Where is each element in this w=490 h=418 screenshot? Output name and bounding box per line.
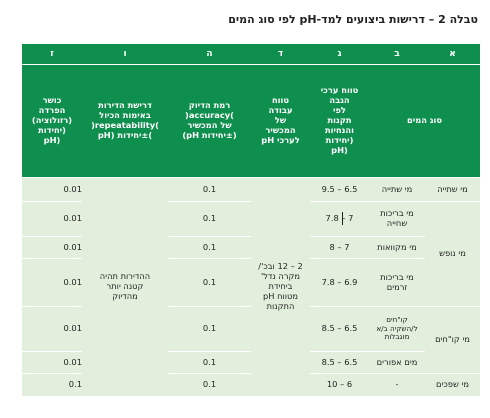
col-letter-dalet: ד [251,44,310,64]
header-ph-range: טווח ערכי הגבה לפי תקנות והנחיות (יחידות… [310,65,369,177]
col-letter-he: ה [168,44,251,64]
water-subtype-cell: מי בריכות שחייה [369,202,425,236]
resolution-cell: 0.01 [22,259,82,306]
accuracy-cell: 0.1 [168,237,251,258]
accuracy-cell: 0.1 [168,202,251,236]
table-title: טבלה 2 – דרישות ביצועים למד-pH לפי סוג ה… [228,13,478,26]
ph-range-cell: 9.5 – 6.5 [310,178,369,201]
resolution-cell: 0.01 [22,307,82,351]
water-subtype-cell: קו"חים ל/השקיה ב/א מוגבלות [369,307,425,351]
ph-range-cell: 8.5 – 6.5 [310,352,369,373]
ph-range-cell: 8 – 7 [310,237,369,258]
water-group-waste: מי שפכים [425,374,480,396]
accuracy-cell: 0.1 [168,374,251,396]
working-range-value: 2 – 12 ובכ'/ מקרה נדל' ביחידת pH מטווח ה… [251,178,310,396]
accuracy-cell: 0.1 [168,178,251,201]
ph-range-cell: 8.5 – 6.5 [310,307,369,351]
ph-range-cell: 7.8 – 6.9 [310,259,369,306]
water-group-tap: מי שתייה [425,178,480,201]
ph-range-cell: 10 – 6 [310,374,369,396]
accuracy-cell: 0.1 [168,307,251,351]
repeatability-value: ההדירות תהיה קטנה יותר מהדיוק [82,178,168,396]
water-group-ponds: מי קו"חים [425,307,480,373]
header-accuracy: רמת הדיוק (accuracy) של המכשיר (±יחידות … [168,65,251,177]
col-letter-bet: ב [369,44,425,64]
water-subtype-cell: מי שתייה [369,178,425,201]
header-working-range: טווח עבודה של המכשיר לערכי pH [251,65,310,177]
col-letter-zayin: ז [22,44,82,64]
resolution-cell: 0.01 [22,352,82,373]
accuracy-cell: 0.1 [168,259,251,306]
col-letter-aleph: א [425,44,480,64]
resolution-cell: 0.1 [22,374,82,396]
ph-range-cell: 7.8 – 7 [310,202,369,236]
water-subtype-cell: מי בריכות זרמים [369,259,425,306]
performance-table: ז ו ה ד ג ב א כושר הפרדה (רזולוציה) (יחי… [22,44,480,396]
water-subtype-cell: מי מקוואות [369,237,425,258]
water-subtype-cell: - [369,374,425,396]
resolution-cell: 0.01 [22,237,82,258]
accuracy-cell: 0.1 [168,352,251,373]
water-group-other: מי נופש [425,202,480,306]
header-resolution: כושר הפרדה (רזולוציה) (יחידות pH) [22,65,82,177]
col-letter-gimel: ג [310,44,369,64]
resolution-cell: 0.01 [22,202,82,236]
header-repeatability: דרישת הדירות באימות הכיול (repeatability… [82,65,168,177]
water-subtype-cell: מים אפורים [369,352,425,373]
resolution-cell: 0.01 [22,178,82,201]
header-water-type: סוג המים [369,65,480,177]
text-cursor [342,212,343,225]
col-letter-vav: ו [82,44,168,64]
